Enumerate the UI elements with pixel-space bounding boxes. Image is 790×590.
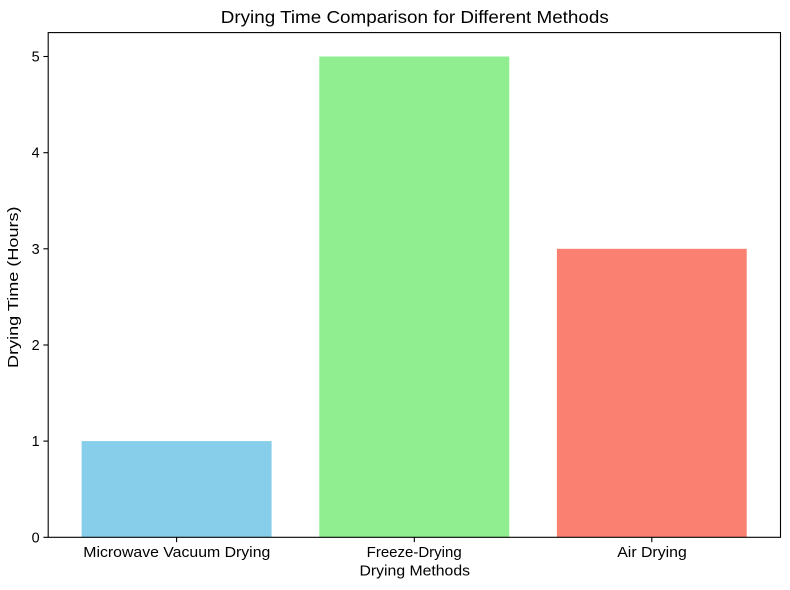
svg-text:3: 3 [32, 242, 40, 258]
svg-text:1: 1 [32, 434, 40, 450]
svg-text:5: 5 [32, 50, 40, 66]
svg-text:Drying Time Comparison for Dif: Drying Time Comparison for Different Met… [221, 7, 609, 27]
svg-text:Freeze-Drying: Freeze-Drying [367, 545, 462, 561]
svg-text:Drying Time (Hours): Drying Time (Hours) [6, 206, 22, 368]
svg-text:0: 0 [32, 530, 40, 546]
svg-text:Drying Methods: Drying Methods [360, 564, 471, 580]
svg-text:2: 2 [32, 338, 40, 354]
svg-text:4: 4 [32, 146, 40, 162]
svg-text:Microwave Vacuum Drying: Microwave Vacuum Drying [83, 545, 270, 561]
svg-text:Air Drying: Air Drying [617, 545, 687, 561]
